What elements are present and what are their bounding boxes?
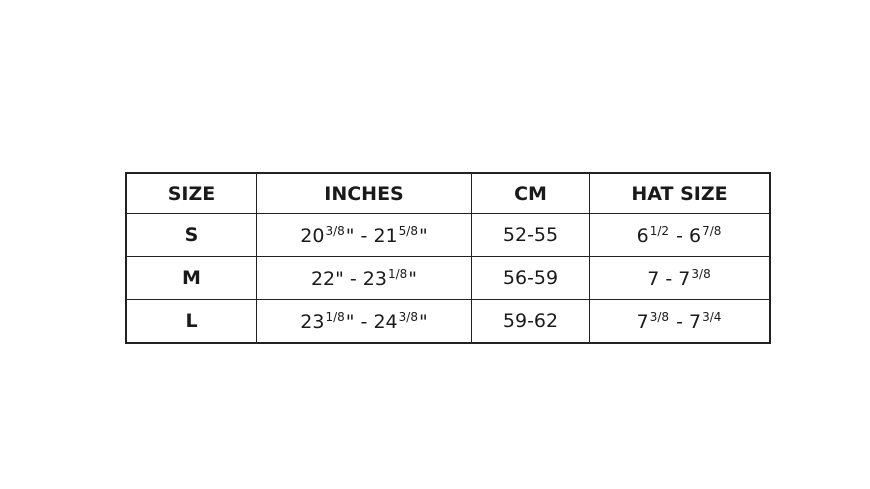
header-row: SIZE INCHES CM HAT SIZE bbox=[125, 172, 771, 214]
cm-cell: 56-59 bbox=[471, 256, 590, 300]
fraction: 3/4 bbox=[702, 309, 722, 324]
hat-size-cell: 73/8 - 73/4 bbox=[589, 299, 771, 344]
fraction: 3/8 bbox=[649, 309, 670, 324]
fraction: 3/8 bbox=[398, 309, 418, 324]
hat-size-cell: 61/2 - 67/8 bbox=[589, 213, 771, 257]
header-inches: INCHES bbox=[256, 172, 472, 214]
fraction: 1/8 bbox=[387, 266, 408, 281]
size-cell: M bbox=[125, 256, 257, 300]
fraction: 1/2 bbox=[649, 223, 670, 238]
fraction: 3/8 bbox=[691, 266, 711, 281]
inches-cell: 22" - 231/8" bbox=[256, 256, 472, 300]
fraction: 5/8 bbox=[398, 223, 418, 238]
size-chart-table: SIZE INCHES CM HAT SIZE S 203/8" - 215/8… bbox=[125, 172, 771, 344]
hat-size-cell: 7 - 73/8 bbox=[589, 256, 771, 300]
table-row: M 22" - 231/8" 56-59 7 - 73/8 bbox=[125, 256, 771, 300]
header-hat-size: HAT SIZE bbox=[589, 172, 771, 214]
table-row: L 231/8" - 243/8" 59-62 73/8 - 73/4 bbox=[125, 299, 771, 344]
table-row: S 203/8" - 215/8" 52-55 61/2 - 67/8 bbox=[125, 213, 771, 257]
cm-cell: 52-55 bbox=[471, 213, 590, 257]
fraction: 1/8 bbox=[325, 309, 345, 324]
inches-cell: 231/8" - 243/8" bbox=[256, 299, 472, 344]
inches-cell: 203/8" - 215/8" bbox=[256, 213, 472, 257]
header-size: SIZE bbox=[125, 172, 257, 214]
header-cm: CM bbox=[471, 172, 590, 214]
fraction: 3/8 bbox=[325, 223, 345, 238]
size-cell: L bbox=[125, 299, 257, 344]
size-cell: S bbox=[125, 213, 257, 257]
cm-cell: 59-62 bbox=[471, 299, 590, 344]
fraction: 7/8 bbox=[702, 223, 722, 238]
